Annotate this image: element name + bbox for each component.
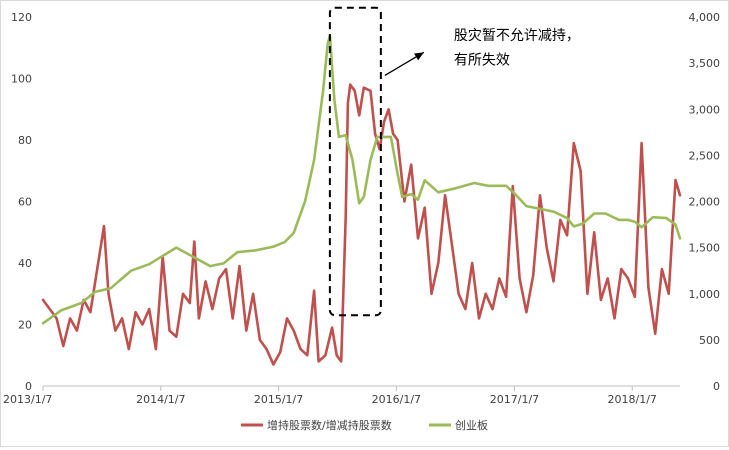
series-lines: [41, 34, 682, 366]
legend: 增持股票数/增减持股票数 创业板: [241, 418, 488, 432]
series-line-chinext: [41, 34, 682, 325]
legend-label-ratio: 增持股票数/增减持股票数: [267, 418, 392, 432]
y-right-tick-label: 1,500: [689, 242, 721, 255]
y-left-tick-label: 40: [18, 257, 32, 270]
y-right-tick-label: 1,000: [689, 288, 721, 301]
x-tick-label: 2013/1/7: [3, 393, 52, 406]
y-left-tick-label: 20: [18, 319, 32, 332]
x-tick-label: 2018/1/7: [608, 393, 657, 406]
annotation: 股灾暂不允许减持， 有所失效: [328, 6, 580, 317]
y-left-tick-label: 100: [11, 73, 32, 86]
series-line-ratio: [41, 83, 682, 366]
annotation-highlight-box: [328, 6, 382, 317]
y-right-tick-label: 0: [713, 380, 720, 393]
x-tick-label: 2015/1/7: [254, 393, 303, 406]
x-tick-label: 2017/1/7: [490, 393, 539, 406]
y-left-tick-label: 120: [11, 11, 32, 24]
y-right-tick-label: 4,000: [689, 11, 721, 24]
x-tick-label: 2014/1/7: [136, 393, 185, 406]
y-right-tick-label: 2,500: [689, 149, 721, 162]
y-right-tick-label: 3,500: [689, 57, 721, 70]
y-right-tick-label: 3,000: [689, 103, 721, 116]
x-tick-label: 2016/1/7: [372, 393, 421, 406]
y-right-tick-label: 500: [699, 334, 720, 347]
y-right-tick-label: 2,000: [689, 196, 721, 209]
annotation-arrowhead-icon: [414, 52, 424, 61]
legend-label-chinext: 创业板: [455, 418, 488, 432]
y-left-tick-label: 60: [18, 196, 32, 209]
annotation-text-line-2: 有所失效: [454, 53, 510, 69]
axes: 0 20 40 60 80 100 120 0 500 1,000 1,500 2,000 2,500 3…: [3, 11, 720, 406]
y-left-tick-label: 0: [25, 380, 32, 393]
y-left-tick-label: 80: [18, 134, 32, 147]
annotation-text-line-1: 股灾暂不允许减持，: [454, 27, 580, 44]
